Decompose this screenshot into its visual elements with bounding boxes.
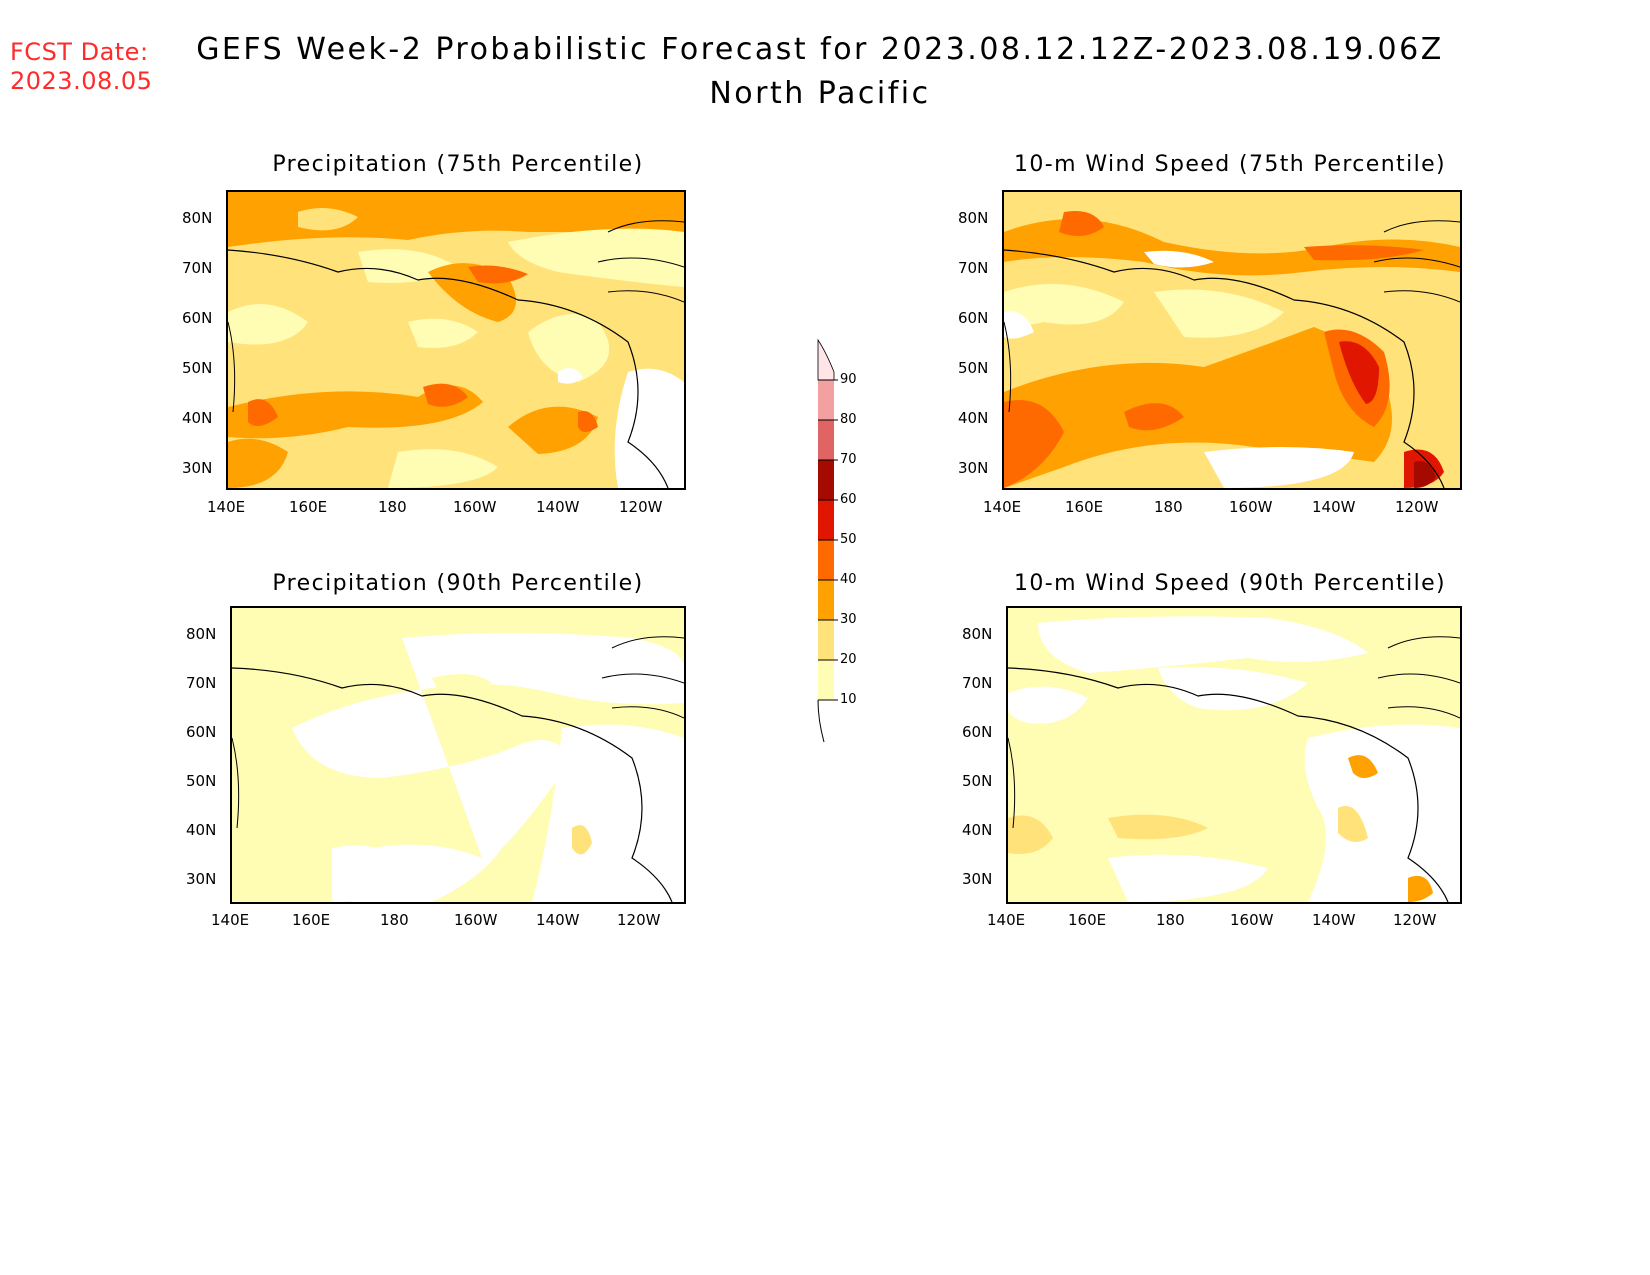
lon-label: 120W (1395, 498, 1439, 516)
colorbar-cell-70 (818, 420, 834, 460)
map-wind-75 (1002, 190, 1462, 490)
lat-label: 30N (962, 870, 993, 888)
colorbar-cell-10 (818, 660, 834, 700)
panel-title-wind-75: 10-m Wind Speed (75th Percentile) (1013, 152, 1447, 177)
page-title: GEFS Week-2 Probabilistic Forecast for 2… (196, 32, 1444, 67)
colorbar-cell-80 (818, 380, 834, 420)
colorbar-label: 90 (840, 372, 857, 387)
lon-label: 120W (1393, 911, 1437, 929)
lat-label: 40N (962, 821, 993, 839)
fcst-date: FCST Date: 2023.08.05 (10, 38, 152, 96)
lon-label: 140W (1312, 911, 1356, 929)
fcst-date-value: 2023.08.05 (10, 67, 153, 95)
lat-label: 80N (182, 209, 213, 227)
colorbar-cell-50 (818, 500, 834, 540)
lat-label: 80N (958, 209, 989, 227)
lon-label: 140W (536, 498, 580, 516)
lon-label: 160W (1230, 911, 1274, 929)
colorbar-label: 10 (840, 692, 857, 707)
colorbar-cell-40 (818, 540, 834, 580)
lat-label: 30N (958, 459, 989, 477)
lat-label: 40N (958, 409, 989, 427)
map-wind-90 (1006, 606, 1462, 904)
map-precip-90 (230, 606, 686, 904)
lon-label: 180 (378, 498, 407, 516)
lat-label: 40N (182, 409, 213, 427)
lat-label: 50N (182, 359, 213, 377)
colorbar-label: 80 (840, 412, 857, 427)
lat-label: 80N (962, 625, 993, 643)
lat-label: 70N (958, 259, 989, 277)
colorbar-label: 50 (840, 532, 857, 547)
colorbar-cell-30 (818, 580, 834, 620)
lat-label: 70N (182, 259, 213, 277)
lon-label: 160E (292, 911, 331, 929)
lat-label: 60N (186, 723, 217, 741)
lat-label: 30N (182, 459, 213, 477)
lon-label: 180 (1154, 498, 1183, 516)
lon-label: 160E (1065, 498, 1104, 516)
colorbar-cell-90 (817, 338, 835, 381)
lon-label: 160W (1229, 498, 1273, 516)
colorbar-label: 70 (840, 452, 857, 467)
lat-label: 30N (186, 870, 217, 888)
lat-label: 80N (186, 625, 217, 643)
lon-label: 140W (1312, 498, 1356, 516)
lat-label: 70N (186, 674, 217, 692)
colorbar-label: 40 (840, 572, 857, 587)
lon-label: 140E (983, 498, 1022, 516)
lon-label: 160W (453, 498, 497, 516)
lon-label: 120W (617, 911, 661, 929)
lon-label: 160E (289, 498, 328, 516)
lat-label: 70N (962, 674, 993, 692)
lat-label: 50N (186, 772, 217, 790)
lat-label: 60N (182, 309, 213, 327)
lon-label: 140E (211, 911, 250, 929)
lon-label: 140W (536, 911, 580, 929)
colorbar-cell-20 (818, 620, 834, 660)
lon-label: 140E (987, 911, 1026, 929)
lat-label: 50N (962, 772, 993, 790)
lon-label: 160W (454, 911, 498, 929)
panel-title-wind-90: 10-m Wind Speed (90th Percentile) (1013, 571, 1447, 596)
panel-title-precip-75: Precipitation (75th Percentile) (272, 152, 644, 177)
lon-label: 180 (380, 911, 409, 929)
map-precip-75 (226, 190, 686, 490)
colorbar-label: 60 (840, 492, 857, 507)
lon-label: 140E (207, 498, 246, 516)
lat-label: 40N (186, 821, 217, 839)
colorbar-cell-60 (818, 460, 834, 500)
lat-label: 60N (958, 309, 989, 327)
lon-label: 120W (619, 498, 663, 516)
fcst-date-label: FCST Date: (10, 38, 149, 66)
colorbar-label: 20 (840, 652, 857, 667)
colorbar-label: 30 (840, 612, 857, 627)
lat-label: 60N (962, 723, 993, 741)
page-subtitle: North Pacific (709, 76, 931, 111)
lon-label: 180 (1156, 911, 1185, 929)
lat-label: 50N (958, 359, 989, 377)
panel-title-precip-90: Precipitation (90th Percentile) (272, 571, 644, 596)
lon-label: 160E (1068, 911, 1107, 929)
